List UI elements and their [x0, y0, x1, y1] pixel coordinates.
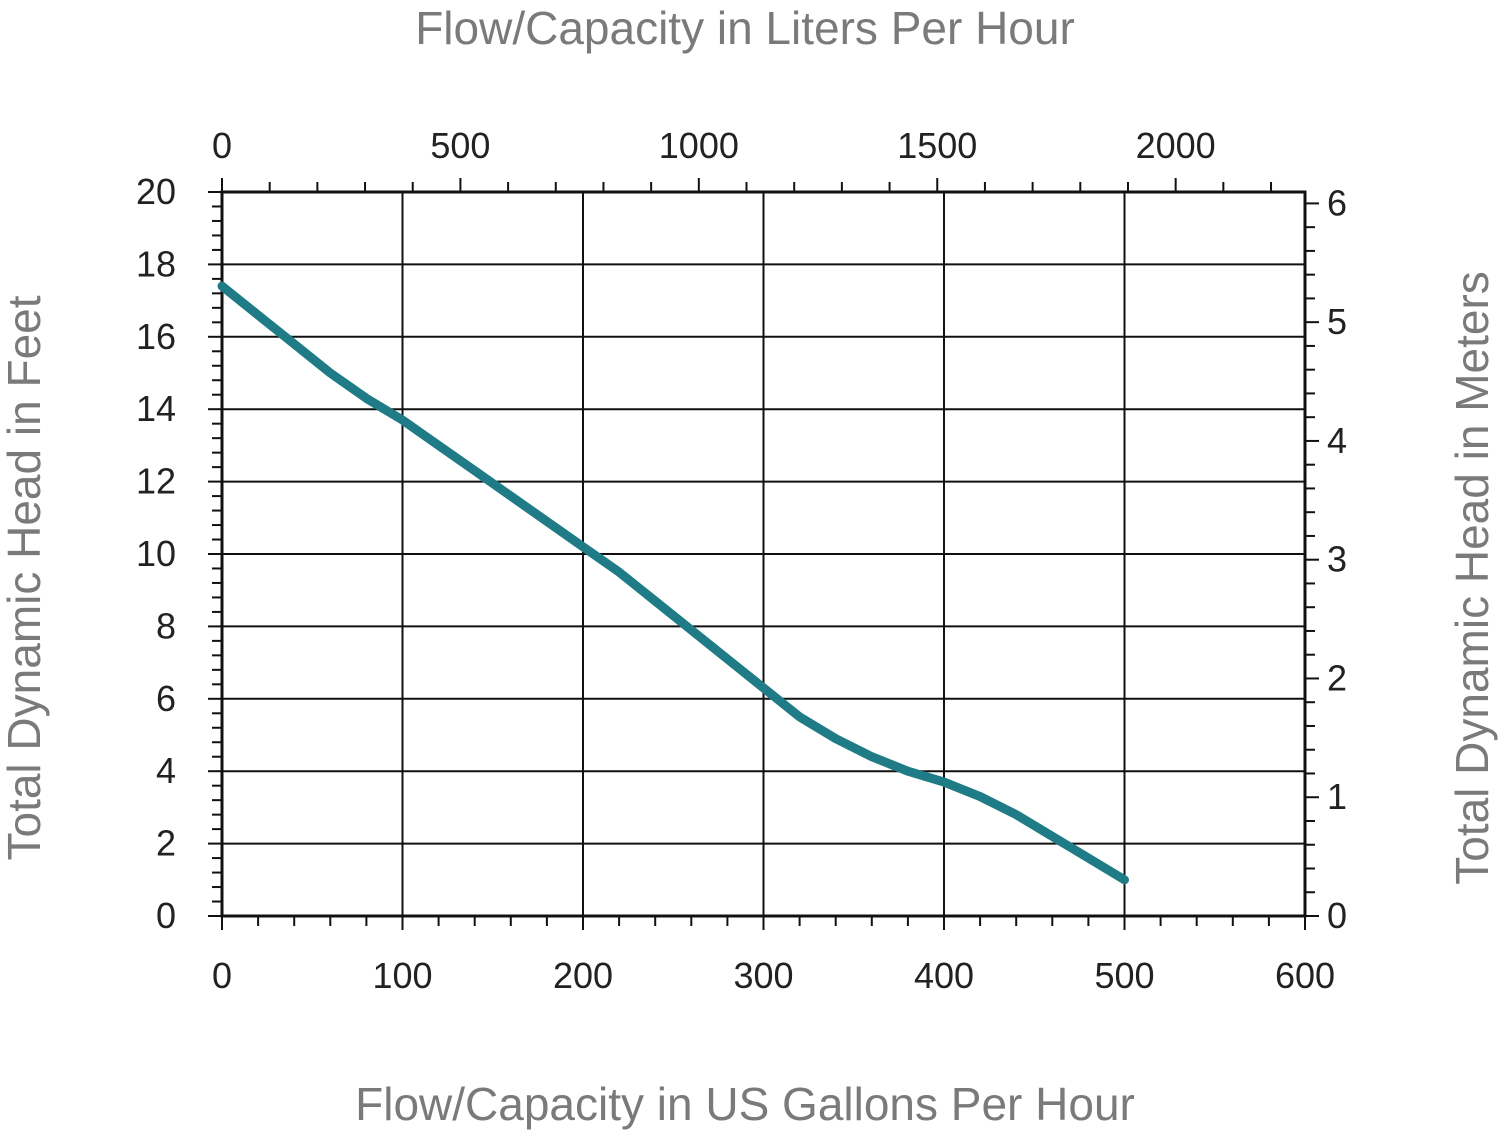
y-tick-label: 2 — [156, 823, 176, 864]
y-tick-label: 10 — [136, 533, 176, 574]
x-tick-label: 100 — [372, 955, 432, 996]
y2-tick-label: 3 — [1327, 539, 1347, 580]
y-tick-label: 16 — [136, 316, 176, 357]
right-axis-title: Total Dynamic Head in Meters — [1446, 271, 1498, 885]
y2-tick-label: 1 — [1327, 776, 1347, 817]
ticks-layer — [208, 178, 1319, 930]
frame-layer — [220, 190, 1307, 918]
y-tick-label: 12 — [136, 461, 176, 502]
x2-tick-label: 0 — [212, 125, 232, 166]
x2-tick-label: 1500 — [897, 125, 977, 166]
bottom-axis-title: Flow/Capacity in US Gallons Per Hour — [355, 1078, 1135, 1130]
x-tick-label: 200 — [553, 955, 613, 996]
left-axis-title: Total Dynamic Head in Feet — [0, 295, 50, 860]
x-tick-label: 0 — [212, 955, 232, 996]
y-tick-label: 20 — [136, 171, 176, 212]
series-layer — [217, 281, 1129, 885]
y2-tick-label: 0 — [1327, 895, 1347, 936]
top-axis-title: Flow/Capacity in Liters Per Hour — [415, 2, 1075, 54]
grid-layer — [221, 191, 1306, 917]
y-tick-label: 18 — [136, 243, 176, 284]
series-line — [217, 281, 1129, 885]
y2-tick-label: 6 — [1327, 182, 1347, 223]
x-tick-label: 400 — [914, 955, 974, 996]
plot-frame — [220, 190, 1307, 918]
y-tick-label: 14 — [136, 388, 176, 429]
x2-tick-label: 500 — [430, 125, 490, 166]
y-tick-label: 0 — [156, 895, 176, 936]
x2-tick-label: 1000 — [659, 125, 739, 166]
y-tick-label: 4 — [156, 750, 176, 791]
y-tick-label: 6 — [156, 678, 176, 719]
y2-tick-label: 5 — [1327, 301, 1347, 342]
x-tick-label: 300 — [733, 955, 793, 996]
x2-tick-label: 2000 — [1136, 125, 1216, 166]
x-tick-label: 500 — [1094, 955, 1154, 996]
y2-tick-label: 4 — [1327, 420, 1347, 461]
x-tick-label: 600 — [1275, 955, 1335, 996]
y2-tick-label: 2 — [1327, 657, 1347, 698]
y-tick-label: 8 — [156, 605, 176, 646]
